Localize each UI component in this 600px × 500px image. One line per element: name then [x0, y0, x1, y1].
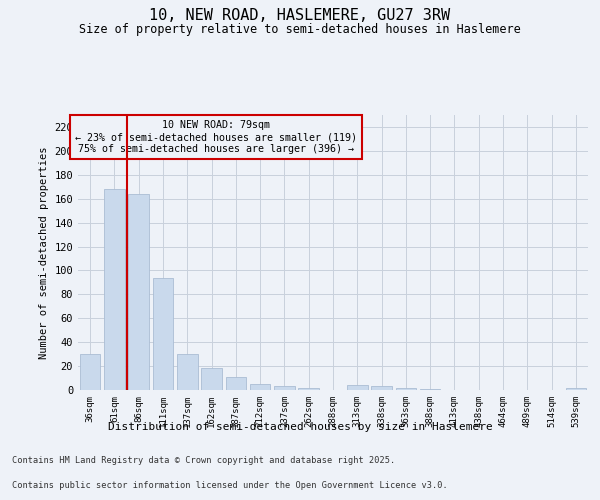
Text: Contains public sector information licensed under the Open Government Licence v3: Contains public sector information licen…	[12, 481, 448, 490]
Bar	[250, 384, 271, 390]
Text: Contains HM Land Registry data © Crown copyright and database right 2025.: Contains HM Land Registry data © Crown c…	[12, 456, 395, 465]
Bar	[152, 278, 173, 390]
Text: 10, NEW ROAD, HASLEMERE, GU27 3RW: 10, NEW ROAD, HASLEMERE, GU27 3RW	[149, 8, 451, 22]
Bar	[371, 386, 392, 390]
Bar	[298, 388, 319, 390]
Text: Size of property relative to semi-detached houses in Haslemere: Size of property relative to semi-detach…	[79, 22, 521, 36]
Bar	[128, 194, 149, 390]
Bar	[201, 368, 222, 390]
Bar	[274, 386, 295, 390]
Bar	[226, 377, 246, 390]
Text: Distribution of semi-detached houses by size in Haslemere: Distribution of semi-detached houses by …	[107, 422, 493, 432]
Bar	[177, 354, 197, 390]
Bar	[395, 388, 416, 390]
Bar	[80, 354, 100, 390]
Bar	[347, 385, 368, 390]
Text: 10 NEW ROAD: 79sqm
← 23% of semi-detached houses are smaller (119)
75% of semi-d: 10 NEW ROAD: 79sqm ← 23% of semi-detache…	[75, 120, 357, 154]
Bar	[566, 388, 586, 390]
Bar	[420, 389, 440, 390]
Bar	[104, 189, 125, 390]
Y-axis label: Number of semi-detached properties: Number of semi-detached properties	[39, 146, 49, 359]
